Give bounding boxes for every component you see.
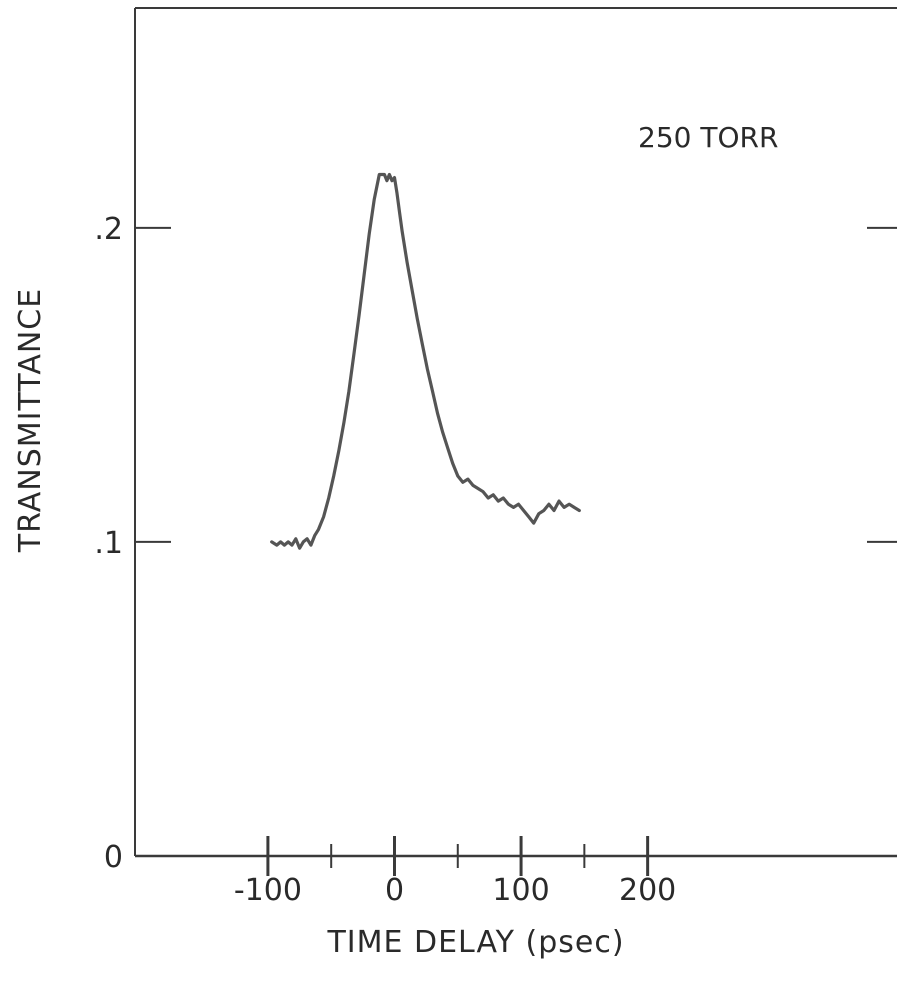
- x-axis-ticks: -100 0 100 200: [234, 836, 676, 908]
- plot-frame: [134, 7, 897, 858]
- x-tick-label: -100: [234, 873, 302, 908]
- y-axis-ticks: 0 .1 .2: [94, 212, 897, 875]
- series-line: [270, 172, 581, 550]
- y-tick-label: 0: [104, 840, 123, 875]
- x-tick-label: 200: [619, 873, 676, 908]
- series-layer: [270, 172, 581, 550]
- y-tick-label: .2: [94, 212, 123, 247]
- x-tick-label: 0: [385, 873, 404, 908]
- y-tick-label: .1: [94, 526, 123, 561]
- y-axis-title: TRANSMITTANCE: [13, 288, 48, 553]
- x-tick-label: 100: [492, 873, 549, 908]
- x-axis-title: TIME DELAY (psec): [326, 925, 624, 960]
- pressure-annotation: 250 TORR: [638, 121, 778, 154]
